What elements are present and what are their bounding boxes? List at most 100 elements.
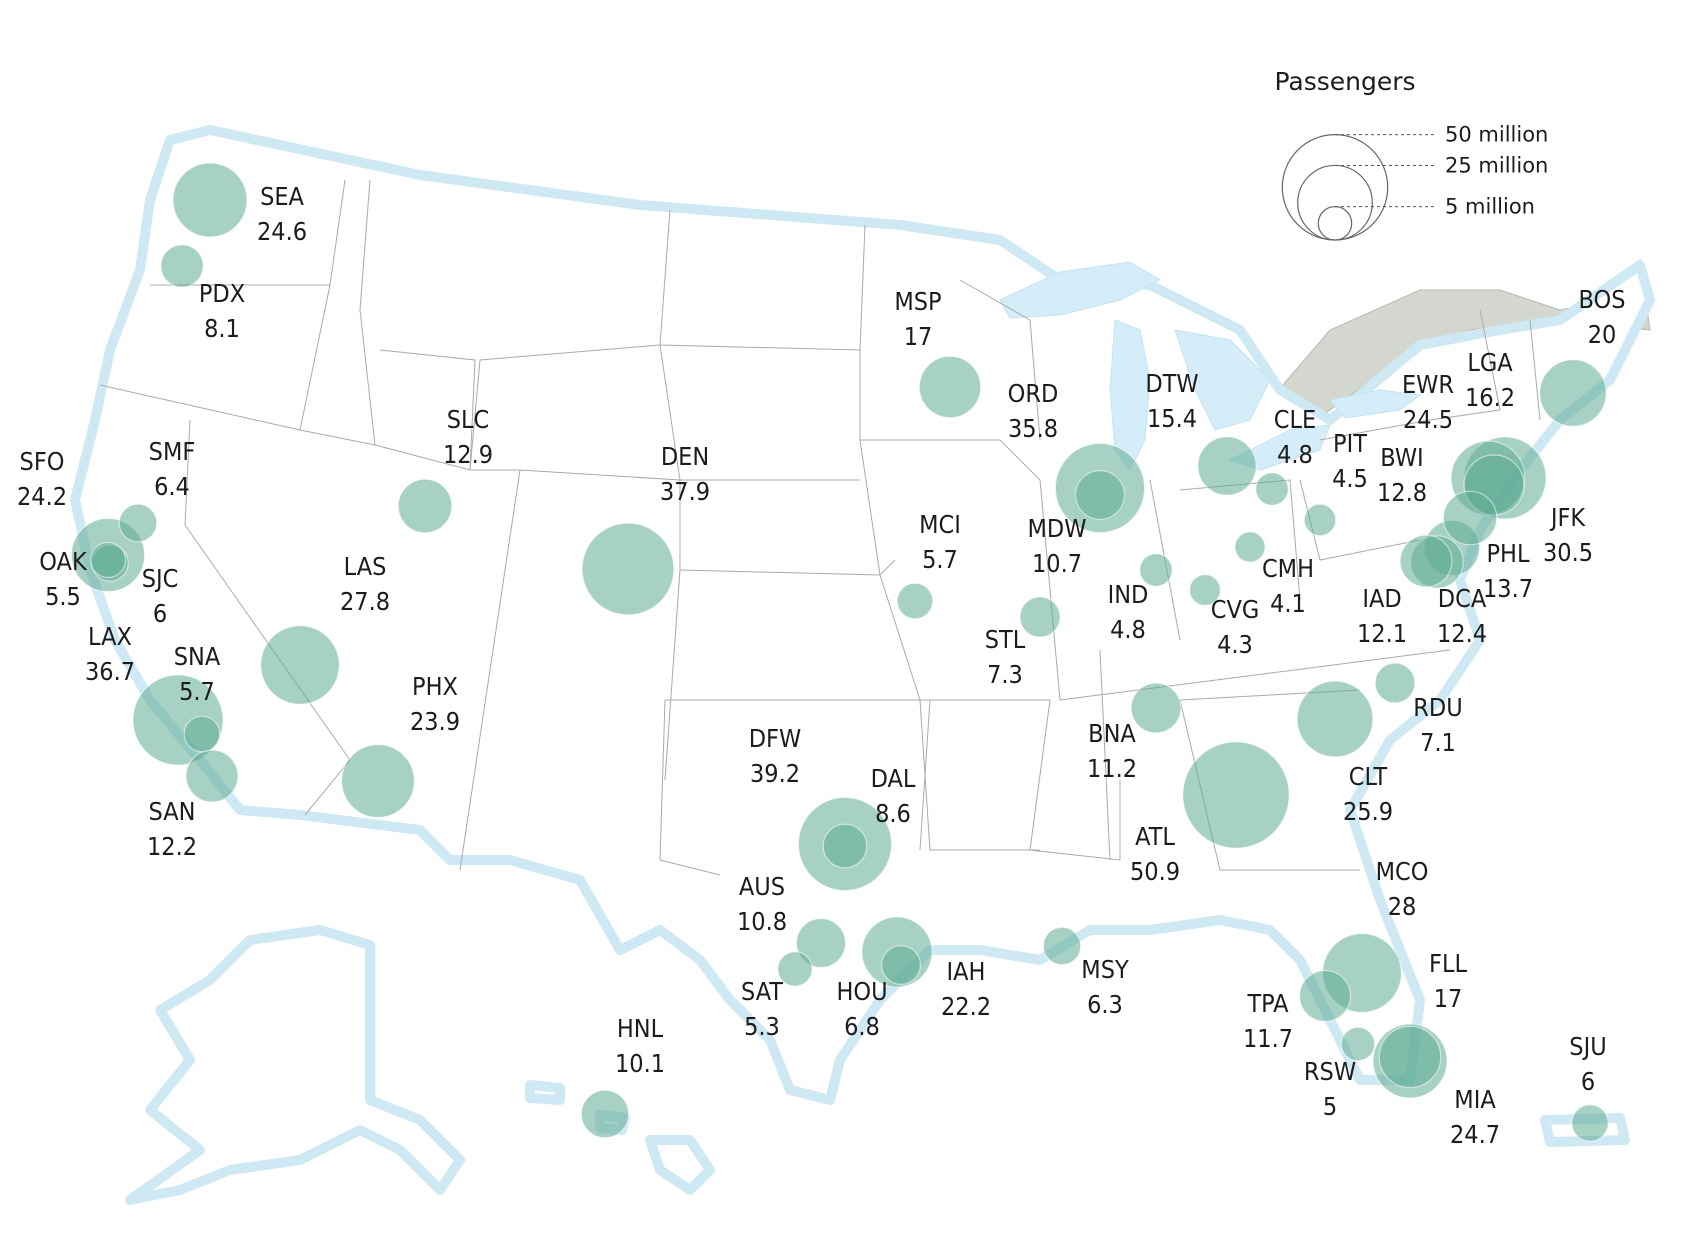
bubble-bwi — [1442, 490, 1498, 546]
label-code-san: SAN — [149, 797, 196, 826]
airport-bubbles — [70, 162, 1609, 1142]
label-code-phx: PHX — [412, 672, 458, 701]
label-value-sea: 24.6 — [257, 217, 307, 246]
label-code-sna: SNA — [174, 642, 221, 671]
label-code-den: DEN — [661, 442, 709, 471]
label-code-mci: MCI — [919, 510, 961, 539]
bubble-cvg — [1188, 573, 1221, 606]
label-value-iah: 22.2 — [941, 992, 991, 1021]
label-value-ord: 35.8 — [1008, 414, 1058, 443]
legend-circle-2 — [1317, 206, 1353, 241]
bubble-sna — [183, 715, 221, 753]
bubble-msp — [918, 355, 982, 419]
label-code-dfw: DFW — [749, 724, 802, 753]
label-value-sju: 6 — [1581, 1067, 1595, 1096]
bubble-atl — [1182, 741, 1290, 849]
label-value-jfk: 30.5 — [1543, 538, 1593, 567]
label-code-fll: FLL — [1429, 949, 1467, 978]
label-value-bwi: 12.8 — [1377, 478, 1427, 507]
label-code-lga: LGA — [1467, 348, 1513, 377]
label-code-dca: DCA — [1438, 584, 1487, 613]
label-value-bos: 20 — [1588, 320, 1617, 349]
label-value-fll: 17 — [1434, 984, 1463, 1013]
legend-label-0: 50 million — [1445, 123, 1548, 147]
label-code-pdx: PDX — [199, 279, 245, 308]
label-code-mia: MIA — [1454, 1085, 1496, 1114]
label-value-slc: 12.9 — [443, 440, 493, 469]
label-value-msp: 17 — [904, 322, 933, 351]
bubble-san — [185, 749, 239, 803]
label-value-aus: 10.8 — [737, 907, 787, 936]
bubble-msy — [1042, 926, 1082, 966]
label-value-rsw: 5 — [1323, 1092, 1337, 1121]
label-value-atl: 50.9 — [1130, 857, 1180, 886]
label-code-dtw: DTW — [1145, 369, 1198, 398]
lake-ontario — [1329, 389, 1422, 419]
legend-label-2: 5 million — [1445, 195, 1535, 219]
label-value-sjc: 6 — [153, 599, 167, 628]
label-code-clt: CLT — [1349, 762, 1388, 791]
label-code-las: LAS — [344, 552, 387, 581]
legend: Passengers 50 million 25 million 5 million — [1274, 67, 1548, 241]
label-code-aus: AUS — [739, 872, 785, 901]
bubble-tpa — [1298, 969, 1352, 1023]
bubble-phx — [341, 743, 416, 818]
label-code-sat: SAT — [741, 977, 783, 1006]
bubble-ind — [1139, 553, 1173, 587]
bubble-cle — [1255, 472, 1289, 506]
bubble-aus — [795, 917, 847, 969]
label-code-smf: SMF — [149, 437, 196, 466]
label-value-cle: 4.8 — [1277, 440, 1313, 469]
lake-michigan — [1109, 319, 1151, 471]
bubble-pdx — [160, 244, 204, 288]
bubble-rdu — [1374, 662, 1416, 704]
label-code-bos: BOS — [1579, 285, 1626, 314]
label-value-mdw: 10.7 — [1032, 549, 1082, 578]
label-code-ewr: EWR — [1402, 370, 1454, 399]
label-code-sju: SJU — [1569, 1032, 1606, 1061]
label-code-ind: IND — [1108, 580, 1149, 609]
label-value-hou: 6.8 — [844, 1012, 880, 1041]
label-code-cmh: CMH — [1262, 554, 1314, 583]
legend-title: Passengers — [1274, 67, 1415, 96]
label-value-phl: 13.7 — [1483, 574, 1533, 603]
bubble-fll — [1378, 1025, 1442, 1089]
alaska-land — [125, 925, 465, 1205]
label-value-dal: 8.6 — [875, 799, 911, 828]
label-value-san: 12.2 — [147, 832, 197, 861]
bubble-iad — [1399, 534, 1453, 588]
label-code-stl: STL — [985, 625, 1026, 654]
label-value-rdu: 7.1 — [1420, 728, 1456, 757]
label-value-tpa: 11.7 — [1243, 1024, 1293, 1053]
label-code-mco: MCO — [1376, 857, 1429, 886]
bubble-stl — [1019, 596, 1061, 638]
bubble-dtw — [1197, 436, 1257, 496]
bubble-hnl — [580, 1089, 630, 1139]
label-code-msp: MSP — [894, 287, 941, 316]
bubble-bos — [1539, 359, 1607, 427]
bubble-oak — [89, 541, 127, 579]
bubble-smf — [118, 503, 158, 543]
label-value-pit: 4.5 — [1332, 464, 1368, 493]
bubble-den — [581, 522, 675, 616]
bubble-slc — [397, 478, 453, 534]
label-value-iad: 12.1 — [1357, 619, 1407, 648]
label-value-mci: 5.7 — [922, 545, 958, 574]
label-value-smf: 6.4 — [154, 472, 190, 501]
label-value-dtw: 15.4 — [1147, 404, 1197, 433]
label-value-pdx: 8.1 — [204, 314, 240, 343]
label-value-dfw: 39.2 — [750, 759, 800, 788]
label-code-rdu: RDU — [1413, 693, 1462, 722]
label-value-sna: 5.7 — [179, 677, 215, 706]
label-code-sfo: SFO — [20, 447, 65, 476]
label-code-sea: SEA — [260, 182, 304, 211]
label-code-bwi: BWI — [1380, 443, 1423, 472]
label-value-ewr: 24.5 — [1403, 405, 1453, 434]
label-value-sat: 5.3 — [744, 1012, 780, 1041]
label-code-mdw: MDW — [1028, 514, 1087, 543]
airport-labels: SEA 24.6 PDX 8.1 SFO 24.2 SMF 6.4 OAK 5.5 SJC 6 LAX 3… — [17, 182, 1626, 1149]
label-code-hou: HOU — [836, 977, 887, 1006]
label-code-msy: MSY — [1081, 955, 1129, 984]
label-value-cvg: 4.3 — [1217, 630, 1253, 659]
